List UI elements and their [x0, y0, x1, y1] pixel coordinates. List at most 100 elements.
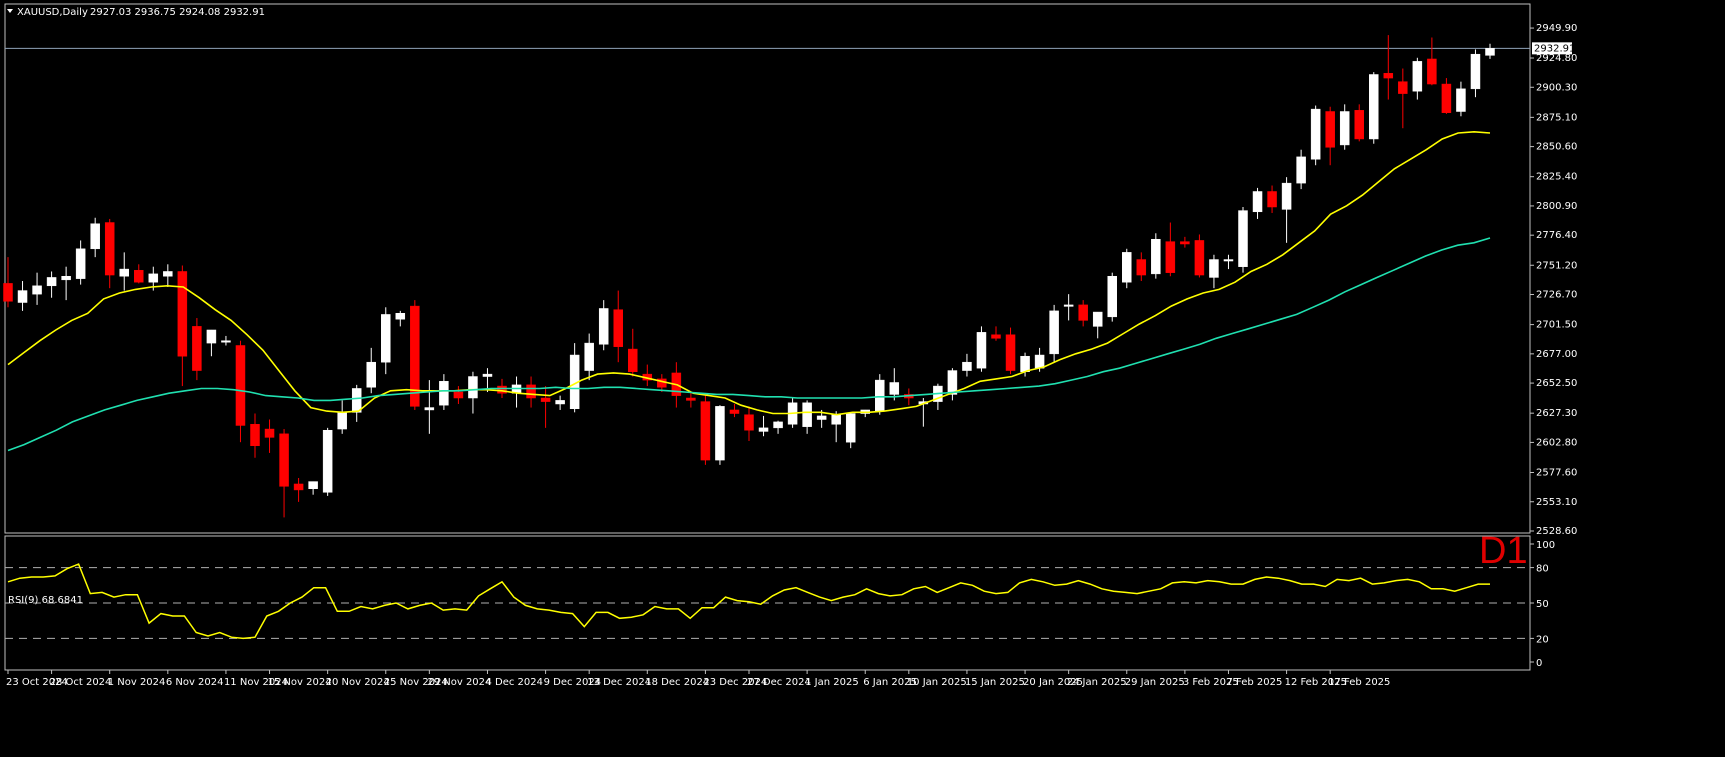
- bear-candle[interactable]: [729, 409, 740, 414]
- bear-candle[interactable]: [250, 424, 260, 447]
- bear-candle[interactable]: [613, 309, 623, 347]
- bull-candle[interactable]: [366, 361, 376, 388]
- bull-candle[interactable]: [1092, 311, 1103, 327]
- bear-candle[interactable]: [700, 401, 711, 461]
- bear-candle[interactable]: [192, 326, 202, 371]
- bear-candle[interactable]: [453, 391, 464, 399]
- bull-candle[interactable]: [1281, 182, 1292, 210]
- bull-candle[interactable]: [1122, 252, 1132, 283]
- bull-candle[interactable]: [598, 308, 609, 345]
- bull-candle[interactable]: [221, 340, 231, 343]
- bull-candle[interactable]: [1107, 275, 1117, 318]
- bear-candle[interactable]: [134, 270, 144, 283]
- bear-candle[interactable]: [1398, 81, 1408, 94]
- bull-candle[interactable]: [584, 342, 594, 371]
- bull-candle[interactable]: [1223, 259, 1234, 262]
- bull-candle[interactable]: [1034, 354, 1045, 369]
- bear-candle[interactable]: [3, 283, 13, 302]
- bear-candle[interactable]: [540, 397, 551, 402]
- bull-candle[interactable]: [1339, 111, 1350, 146]
- bear-candle[interactable]: [1267, 191, 1277, 208]
- bear-candle[interactable]: [1005, 334, 1016, 371]
- bull-candle[interactable]: [1412, 61, 1423, 92]
- bull-candle[interactable]: [17, 290, 28, 303]
- bull-candle[interactable]: [1310, 108, 1321, 160]
- bull-candle[interactable]: [75, 248, 86, 279]
- symbol-dropdown-icon[interactable]: [7, 9, 13, 13]
- bull-candle[interactable]: [148, 273, 159, 283]
- bear-candle[interactable]: [1078, 304, 1088, 321]
- time-axis-label: 1 Nov 2024: [108, 677, 166, 688]
- bull-candle[interactable]: [468, 376, 478, 399]
- bear-candle[interactable]: [628, 348, 638, 372]
- bull-candle[interactable]: [322, 429, 333, 493]
- bull-candle[interactable]: [46, 277, 57, 287]
- bull-candle[interactable]: [90, 223, 100, 250]
- bear-candle[interactable]: [1194, 240, 1205, 276]
- bull-candle[interactable]: [1049, 310, 1059, 355]
- bull-candle[interactable]: [845, 413, 856, 443]
- bull-candle[interactable]: [802, 402, 812, 427]
- bear-candle[interactable]: [1325, 111, 1335, 148]
- bear-candle[interactable]: [104, 222, 115, 276]
- bull-candle[interactable]: [337, 412, 347, 430]
- bull-candle[interactable]: [947, 370, 958, 395]
- bull-candle[interactable]: [482, 373, 493, 377]
- bear-candle[interactable]: [1136, 259, 1147, 276]
- time-axis-label: 24 Jan 2025: [1067, 677, 1127, 688]
- bull-candle[interactable]: [773, 421, 783, 429]
- bull-candle[interactable]: [1020, 355, 1030, 372]
- bear-candle[interactable]: [744, 414, 754, 431]
- bull-candle[interactable]: [61, 275, 71, 281]
- bear-candle[interactable]: [1354, 110, 1364, 140]
- bull-candle[interactable]: [1209, 259, 1219, 278]
- bull-candle[interactable]: [976, 332, 987, 369]
- main-price-panel[interactable]: 2949.90 2924.80 2900.30 2875.10 2850.60 2825.…: [3, 3, 1577, 537]
- bear-candle[interactable]: [235, 345, 246, 426]
- bear-candle[interactable]: [1180, 241, 1190, 245]
- bull-candle[interactable]: [1252, 191, 1263, 213]
- bear-candle[interactable]: [686, 397, 696, 401]
- bull-candle[interactable]: [1238, 210, 1248, 267]
- bear-candle[interactable]: [526, 384, 536, 399]
- bull-candle[interactable]: [758, 427, 769, 432]
- bull-candle[interactable]: [163, 271, 173, 277]
- bear-candle[interactable]: [264, 428, 275, 438]
- bull-candle[interactable]: [32, 285, 42, 295]
- bull-candle[interactable]: [119, 268, 129, 277]
- bull-candle[interactable]: [381, 314, 391, 363]
- bear-candle[interactable]: [497, 385, 507, 394]
- bear-candle[interactable]: [293, 483, 304, 491]
- bull-candle[interactable]: [206, 329, 217, 344]
- bull-candle[interactable]: [395, 313, 406, 320]
- bull-candle[interactable]: [555, 400, 565, 405]
- bull-candle[interactable]: [1063, 304, 1074, 307]
- bull-candle[interactable]: [1151, 238, 1161, 275]
- bear-candle[interactable]: [279, 433, 289, 487]
- bull-candle[interactable]: [1369, 74, 1379, 140]
- bull-candle[interactable]: [439, 381, 449, 406]
- bull-candle[interactable]: [1470, 53, 1481, 90]
- bull-candle[interactable]: [831, 414, 841, 425]
- bull-candle[interactable]: [1485, 48, 1495, 56]
- bear-candle[interactable]: [1427, 58, 1437, 85]
- bull-candle[interactable]: [889, 382, 900, 395]
- bull-candle[interactable]: [308, 481, 318, 489]
- bear-candle[interactable]: [1165, 241, 1176, 273]
- bull-candle[interactable]: [1456, 88, 1466, 112]
- bull-candle[interactable]: [816, 415, 827, 420]
- bull-candle[interactable]: [962, 361, 972, 371]
- bear-candle[interactable]: [1383, 73, 1394, 79]
- bull-candle[interactable]: [1296, 156, 1306, 184]
- main-panel-frame: [4, 3, 1531, 534]
- bull-candle[interactable]: [351, 388, 362, 413]
- bull-candle[interactable]: [715, 406, 725, 461]
- bull-candle[interactable]: [875, 379, 885, 412]
- bull-candle[interactable]: [424, 407, 435, 411]
- bear-candle[interactable]: [991, 334, 1001, 339]
- bear-candle[interactable]: [177, 271, 188, 357]
- bear-candle[interactable]: [1441, 83, 1452, 113]
- bear-candle[interactable]: [410, 305, 420, 407]
